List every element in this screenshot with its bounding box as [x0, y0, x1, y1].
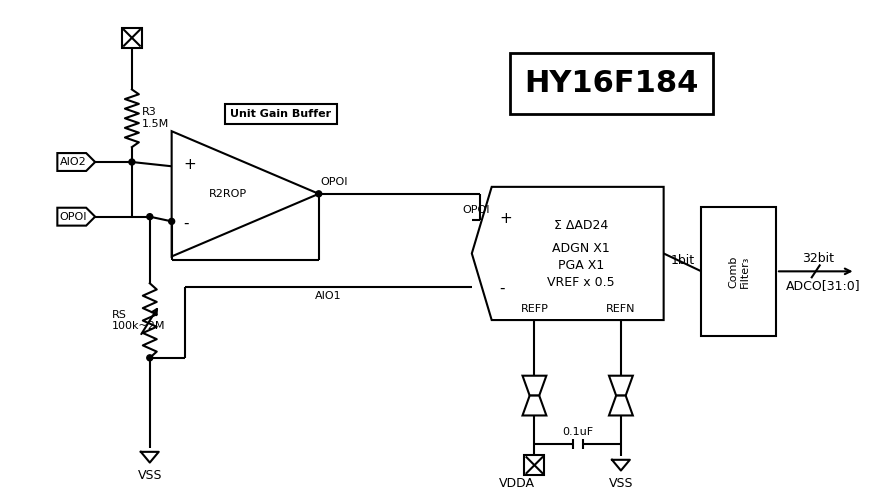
Text: AIO1: AIO1 — [315, 291, 341, 301]
Text: -: - — [184, 216, 189, 231]
Polygon shape — [171, 131, 319, 256]
Circle shape — [147, 355, 153, 361]
Bar — [122, 28, 141, 48]
Circle shape — [129, 159, 135, 165]
Text: Σ ΔAD24: Σ ΔAD24 — [554, 219, 608, 232]
Text: PGA X1: PGA X1 — [558, 259, 605, 272]
Circle shape — [169, 218, 175, 224]
Text: AIO2: AIO2 — [60, 157, 87, 167]
Bar — [524, 455, 545, 475]
Text: R2ROP: R2ROP — [209, 189, 247, 199]
Text: 1bit: 1bit — [670, 254, 695, 267]
Polygon shape — [57, 153, 95, 171]
Text: VREF x 0.5: VREF x 0.5 — [547, 276, 615, 289]
Text: HY16F184: HY16F184 — [524, 69, 698, 98]
Bar — [701, 207, 776, 336]
Polygon shape — [522, 376, 546, 395]
Text: OPOI: OPOI — [59, 211, 87, 222]
Polygon shape — [522, 395, 546, 416]
Text: VSS: VSS — [609, 477, 633, 490]
Text: -: - — [499, 281, 505, 296]
Text: REFP: REFP — [521, 304, 548, 314]
Text: R3
1.5M: R3 1.5M — [141, 107, 169, 129]
Text: +: + — [184, 157, 196, 172]
Text: ADCO[31:0]: ADCO[31:0] — [787, 280, 861, 292]
Text: VDDA: VDDA — [499, 477, 535, 490]
Text: RS
100k~2M: RS 100k~2M — [112, 310, 165, 331]
Circle shape — [316, 191, 322, 197]
Text: 0.1uF: 0.1uF — [562, 427, 593, 437]
Text: OPOI: OPOI — [462, 205, 490, 215]
Text: VSS: VSS — [138, 469, 162, 482]
Polygon shape — [57, 208, 95, 226]
Polygon shape — [609, 395, 633, 416]
Text: Unit Gain Buffer: Unit Gain Buffer — [231, 109, 332, 119]
Text: REFN: REFN — [606, 304, 636, 314]
Text: Comb
Filter₃: Comb Filter₃ — [728, 255, 750, 287]
Bar — [509, 53, 713, 114]
Polygon shape — [609, 376, 633, 395]
Bar — [225, 105, 337, 124]
Text: OPOI: OPOI — [321, 177, 348, 187]
Polygon shape — [472, 187, 664, 320]
Circle shape — [147, 213, 153, 220]
Text: 32bit: 32bit — [802, 252, 834, 265]
Text: +: + — [499, 211, 513, 226]
Text: ADGN X1: ADGN X1 — [552, 242, 610, 255]
